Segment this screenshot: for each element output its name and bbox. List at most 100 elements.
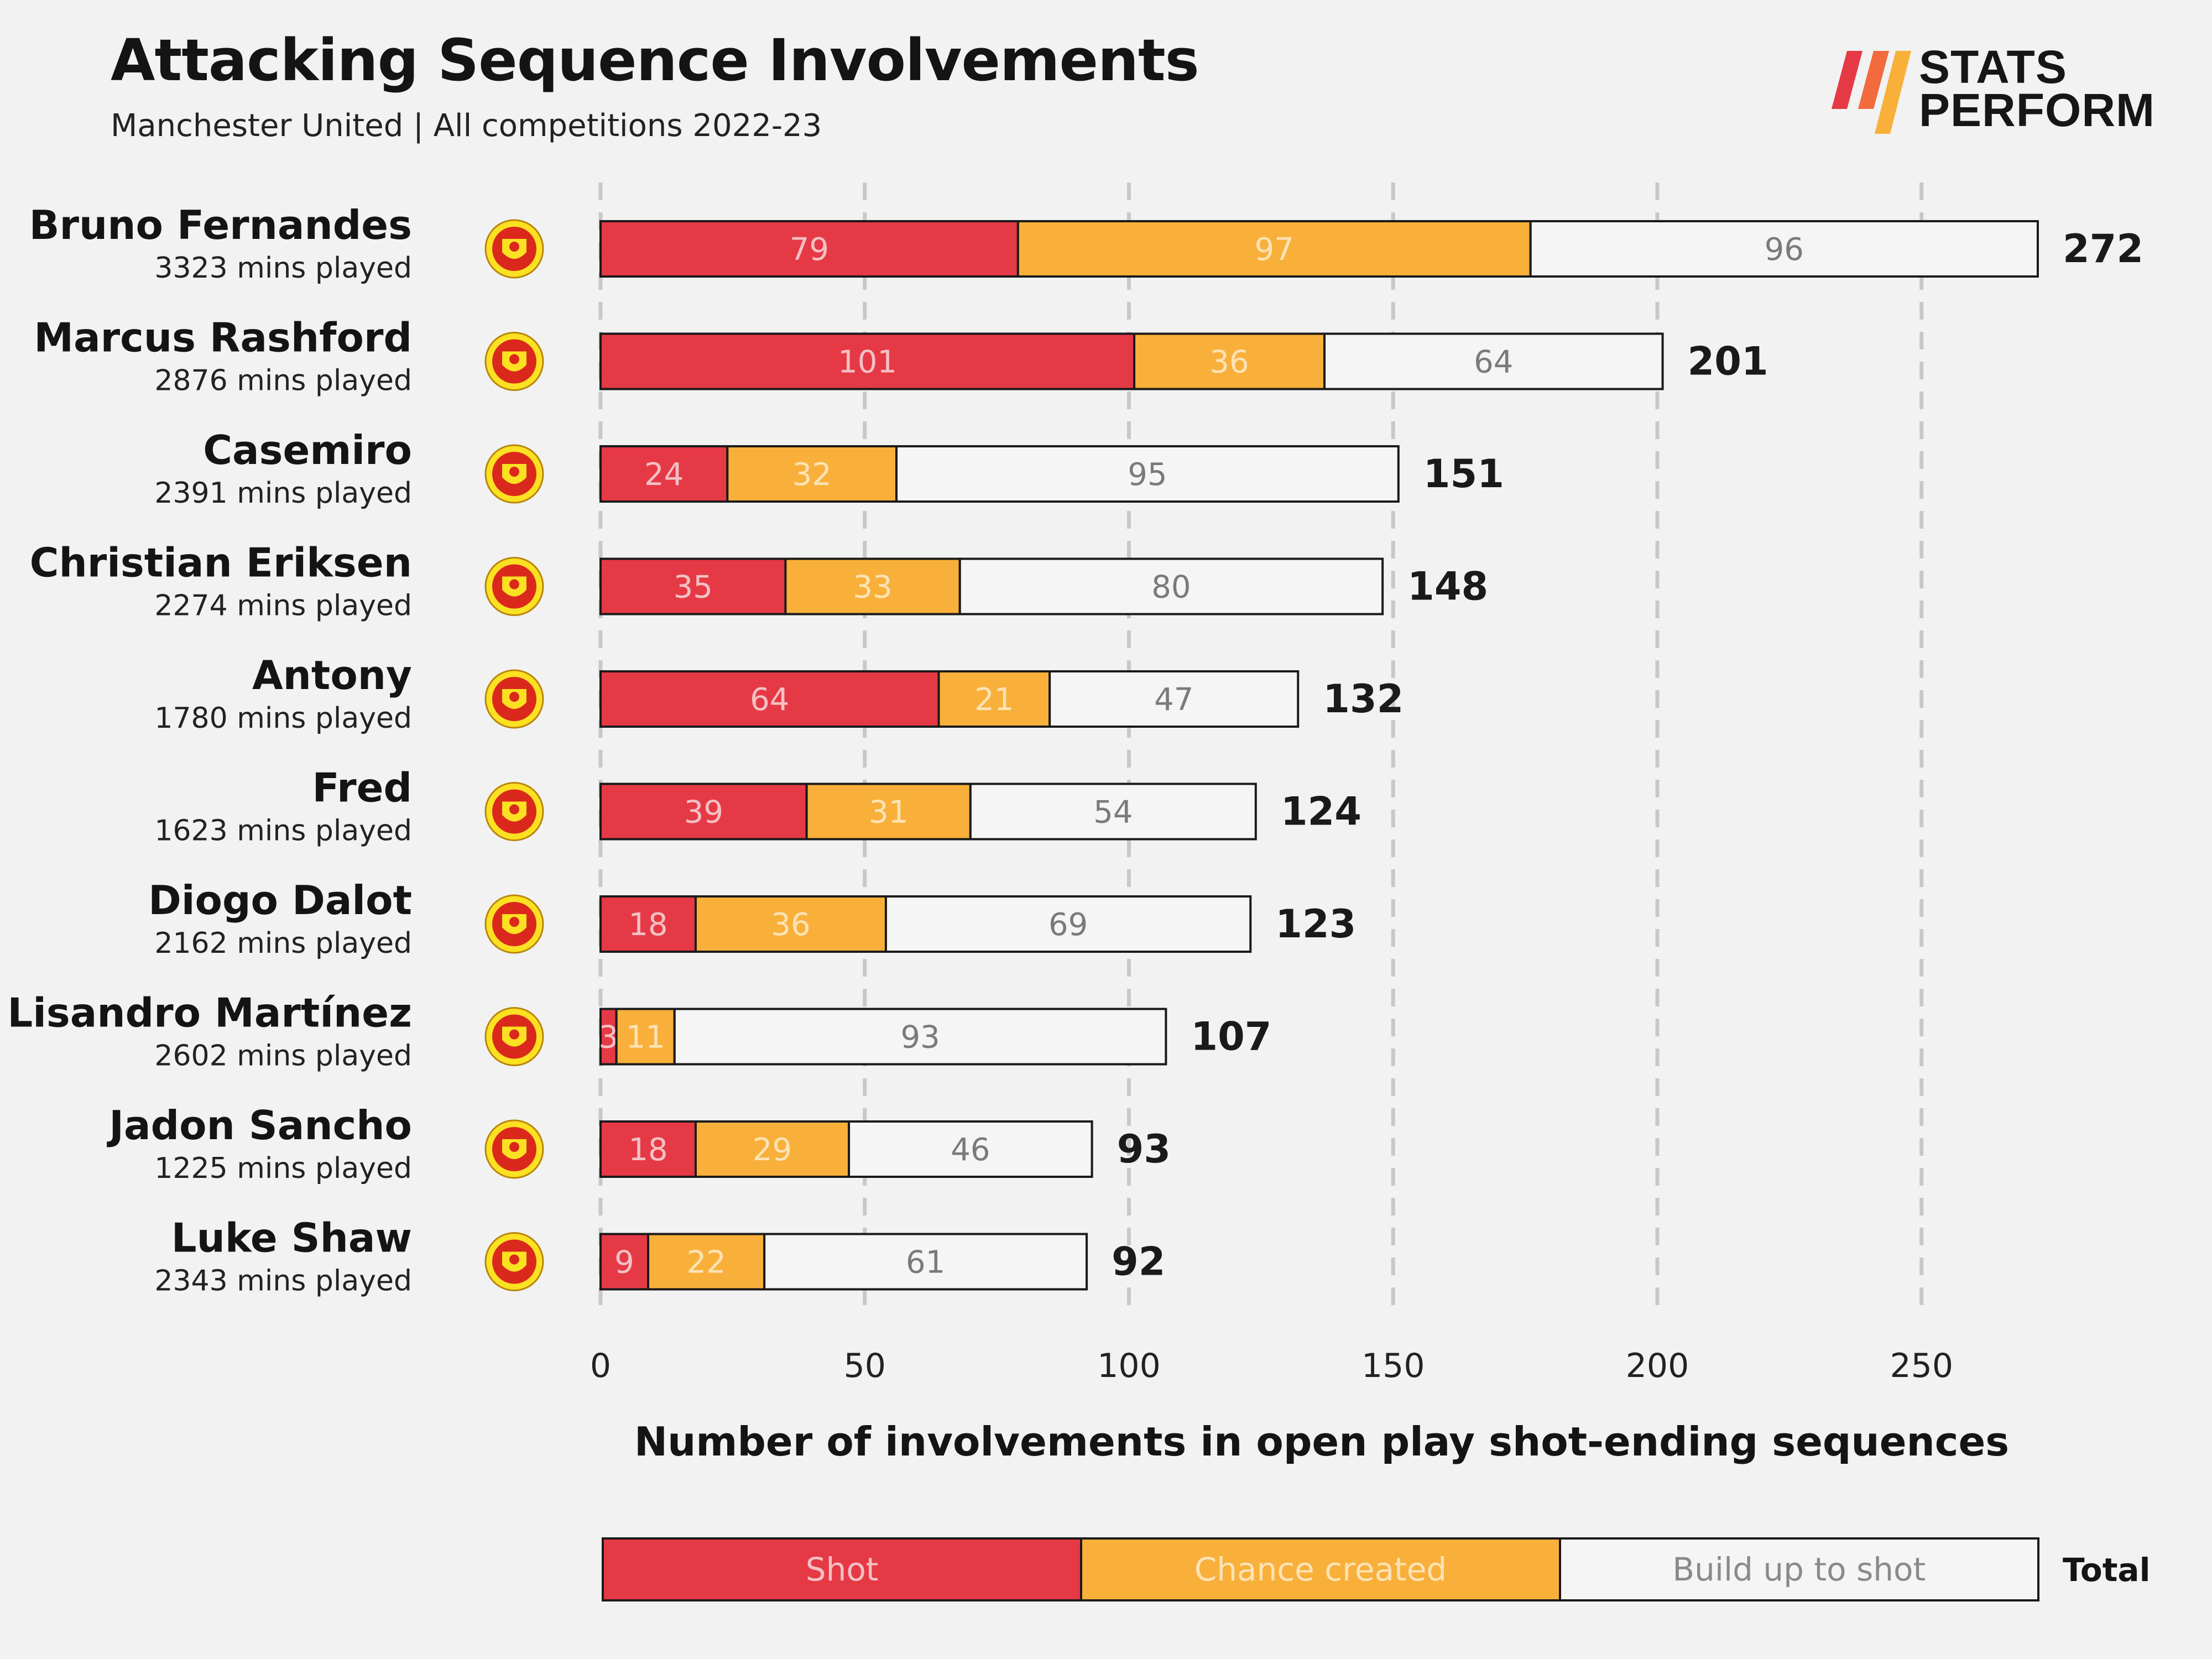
- bar-value-label: 36: [1209, 345, 1249, 380]
- bar-segment-build-up: [848, 1120, 1093, 1178]
- x-tick-label: 50: [844, 1347, 886, 1385]
- bar-segment-build-up: [1048, 670, 1300, 728]
- bar-value-label: 31: [869, 795, 908, 831]
- bar-value-label: 35: [674, 570, 713, 606]
- bar-total-label: 148: [1407, 564, 1488, 609]
- x-tick-label: 100: [1097, 1347, 1161, 1385]
- bar-value-label: 21: [974, 682, 1014, 718]
- bar-value-label: 80: [1151, 570, 1191, 606]
- bar-segment-chance-created: [615, 1008, 676, 1066]
- legend: Shot Chance created Build up to shot: [602, 1537, 2039, 1601]
- bar-segment-build-up: [1323, 332, 1664, 390]
- bar-total-label: 272: [2063, 226, 2143, 272]
- club-crest-devil: [509, 1029, 519, 1040]
- minutes-played: 2391 mins played: [154, 477, 412, 510]
- bar-segment-chance-created: [726, 445, 898, 503]
- x-axis-label: Number of involvements in open play shot…: [634, 1418, 2010, 1465]
- bar-value-label: 101: [838, 345, 897, 380]
- minutes-played: 2343 mins played: [154, 1265, 412, 1298]
- legend-total: Total: [2063, 1551, 2151, 1589]
- bar-total-label: 107: [1191, 1014, 1271, 1060]
- minutes-played: 1623 mins played: [154, 815, 412, 848]
- bar-total-label: 123: [1275, 901, 1356, 947]
- x-tick-label: 250: [1890, 1347, 1953, 1385]
- club-crest-devil: [509, 1142, 519, 1152]
- bar-value-label: 47: [1154, 682, 1193, 718]
- bar-total-label: 93: [1117, 1126, 1171, 1172]
- bar-segment-build-up: [895, 445, 1400, 503]
- player-name: Antony: [252, 652, 412, 698]
- bar-segment-chance-created: [1016, 220, 1532, 278]
- bar-segment-shot: [599, 782, 808, 841]
- bar-segment-build-up: [884, 895, 1252, 953]
- bar-value-label: 32: [792, 457, 832, 493]
- bar-value-label: 61: [906, 1245, 945, 1281]
- bar-value-label: 64: [750, 682, 789, 718]
- bar-value-label: 3: [599, 1020, 619, 1056]
- bar-value-label: 18: [628, 1132, 667, 1168]
- player-name: Casemiro: [203, 427, 412, 473]
- bar-total-label: 124: [1281, 789, 1361, 834]
- chart-title: Attacking Sequence Involvements: [111, 27, 1199, 94]
- club-crest-devil: [509, 242, 519, 252]
- bar-value-label: 95: [1128, 457, 1167, 493]
- club-crest-devil: [509, 467, 519, 477]
- minutes-played: 1780 mins played: [154, 702, 412, 735]
- player-name: Diogo Dalot: [148, 877, 412, 924]
- minutes-played: 2162 mins played: [154, 927, 412, 960]
- bar-value-label: 22: [686, 1245, 726, 1281]
- bar-total-label: 151: [1423, 451, 1504, 497]
- minutes-played: 1225 mins played: [154, 1152, 412, 1185]
- bar-segment-chance-created: [1133, 332, 1326, 390]
- bar-segment-chance-created: [694, 895, 887, 953]
- bar-value-label: 64: [1474, 345, 1513, 380]
- bar-value-label: 69: [1048, 907, 1088, 943]
- chart-subtitle: Manchester United | All competitions 202…: [111, 108, 822, 144]
- bar-segment-build-up: [958, 557, 1384, 615]
- bar-value-label: 97: [1255, 232, 1294, 268]
- bar-segment-shot: [599, 1008, 618, 1066]
- bar-value-label: 9: [614, 1245, 634, 1281]
- bar-segment-shot: [599, 557, 787, 615]
- bar-segment-chance-created: [937, 670, 1051, 728]
- player-name: Marcus Rashford: [34, 315, 412, 361]
- bar-value-label: 18: [628, 907, 667, 943]
- player-name: Fred: [312, 765, 412, 811]
- brand-line-1: STATS: [1919, 41, 2067, 93]
- minutes-played: 2876 mins played: [154, 364, 412, 398]
- brand-line-2: PERFORM: [1919, 84, 2155, 136]
- bar-value-label: 96: [1765, 232, 1804, 268]
- bar-value-label: 11: [626, 1020, 665, 1056]
- bar-value-label: 46: [951, 1132, 990, 1168]
- player-name: Lisandro Martínez: [7, 990, 412, 1036]
- player-name: Christian Eriksen: [30, 540, 412, 586]
- bar-segment-chance-created: [646, 1233, 766, 1291]
- bar-total-label: 132: [1323, 676, 1404, 722]
- bar-value-label: 29: [753, 1132, 792, 1168]
- player-name: Luke Shaw: [171, 1215, 412, 1261]
- bar-segment-build-up: [1529, 220, 2039, 278]
- x-tick-label: 0: [590, 1347, 611, 1385]
- bar-segment-shot: [599, 895, 697, 953]
- club-crest-devil: [509, 354, 519, 364]
- club-crest-devil: [509, 917, 519, 927]
- club-crest-devil: [509, 804, 519, 815]
- bar-segment-chance-created: [805, 782, 972, 841]
- bar-total-label: 92: [1112, 1239, 1165, 1285]
- player-name: Jadon Sancho: [106, 1102, 412, 1149]
- player-name: Bruno Fernandes: [29, 202, 412, 248]
- bar-value-label: 36: [771, 907, 810, 943]
- club-crest-devil: [509, 1254, 519, 1265]
- bar-segment-build-up: [969, 782, 1257, 841]
- bar-segment-build-up: [763, 1233, 1088, 1291]
- bar-value-label: 79: [790, 232, 829, 268]
- bar-value-label: 39: [684, 795, 723, 831]
- bar-value-label: 54: [1093, 795, 1133, 831]
- minutes-played: 2602 mins played: [154, 1040, 412, 1073]
- legend-shot: Shot: [604, 1540, 1081, 1599]
- bar-segment-shot: [599, 445, 729, 503]
- bar-total-label: 201: [1688, 339, 1768, 384]
- bar-value-label: 24: [644, 457, 684, 493]
- minutes-played: 2274 mins played: [154, 589, 412, 623]
